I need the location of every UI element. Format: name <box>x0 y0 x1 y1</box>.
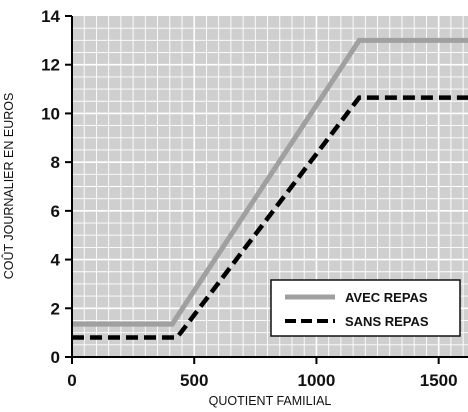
x-tick-label: 0 <box>67 371 76 390</box>
x-tick-label: 1500 <box>420 371 458 390</box>
tick-labels: 0 2 4 6 8 10 12 14 0 500 1000 1500 <box>41 7 458 390</box>
y-tick-label: 6 <box>51 202 60 221</box>
x-tick-label: 500 <box>180 371 208 390</box>
y-tick-label: 14 <box>41 7 60 26</box>
x-axis-title: QUOTIENT FAMILIAL <box>209 394 332 408</box>
y-axis-title: COÛT JOURNALIER EN EUROS <box>1 93 16 280</box>
y-tick-label: 2 <box>51 299 60 318</box>
legend-label-sans-repas: SANS REPAS <box>345 314 429 329</box>
axes <box>65 15 468 364</box>
x-tick-label: 1000 <box>298 371 336 390</box>
legend-label-avec-repas: AVEC REPAS <box>345 290 428 305</box>
y-tick-label: 0 <box>51 348 60 367</box>
legend-box <box>270 279 461 337</box>
series-line-avec-repas <box>72 37 468 327</box>
legend: AVEC REPAS SANS REPAS <box>270 279 461 337</box>
y-tick-label: 12 <box>41 56 60 75</box>
y-tick-label: 4 <box>51 251 61 270</box>
y-tick-label: 8 <box>51 153 60 172</box>
series-line-sans-repas <box>72 95 468 340</box>
y-tick-label: 10 <box>41 104 60 123</box>
series-lines <box>72 37 468 340</box>
